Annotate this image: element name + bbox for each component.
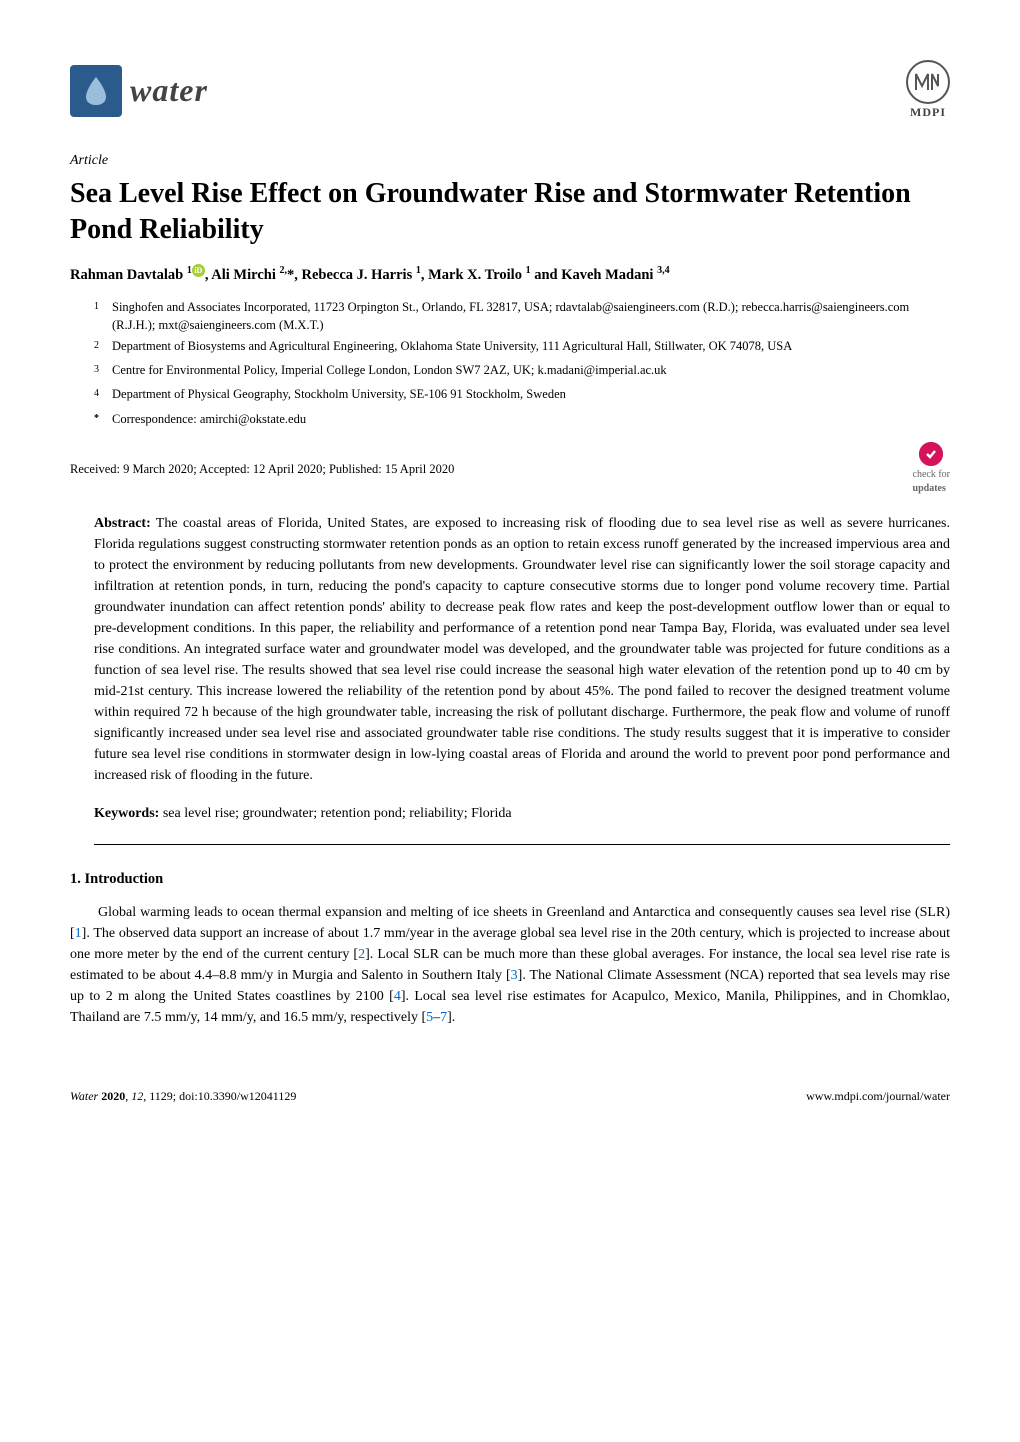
- page-header: water MDPI: [70, 60, 950, 121]
- journal-name: water: [130, 67, 208, 113]
- check-updates-badge[interactable]: check forupdates: [913, 442, 950, 497]
- affiliation-item: 2 Department of Biosystems and Agricultu…: [94, 337, 950, 359]
- keywords-label: Keywords:: [94, 806, 159, 821]
- authors: Rahman Davtalab 1iD, Ali Mirchi 2,*, Reb…: [70, 264, 950, 286]
- affiliation-item: 4 Department of Physical Geography, Stoc…: [94, 385, 950, 407]
- publisher-logo: MDPI: [906, 60, 950, 121]
- check-updates-icon: [919, 442, 943, 466]
- section-divider: [94, 844, 950, 845]
- check-updates-label: check forupdates: [913, 468, 950, 497]
- keywords: Keywords: sea level rise; groundwater; r…: [94, 804, 950, 824]
- affiliation-item: 3 Centre for Environmental Policy, Imper…: [94, 361, 950, 383]
- water-drop-icon: [70, 65, 122, 117]
- affiliation-text: Department of Biosystems and Agricultura…: [112, 337, 950, 359]
- body-paragraph: Global warming leads to ocean thermal ex…: [70, 902, 950, 1028]
- dates-row: Received: 9 March 2020; Accepted: 12 Apr…: [70, 442, 950, 497]
- affiliations: 1 Singhofen and Associates Incorporated,…: [94, 298, 950, 427]
- abstract: Abstract: The coastal areas of Florida, …: [94, 513, 950, 786]
- affiliation-num: *: [94, 410, 112, 428]
- affiliation-num: 4: [94, 385, 112, 407]
- affiliation-num: 3: [94, 361, 112, 383]
- affiliation-num: 2: [94, 337, 112, 359]
- affiliation-item: * Correspondence: amirchi@okstate.edu: [94, 410, 950, 428]
- abstract-text: The coastal areas of Florida, United Sta…: [94, 516, 950, 783]
- abstract-label: Abstract:: [94, 516, 151, 531]
- article-title: Sea Level Rise Effect on Groundwater Ris…: [70, 176, 950, 249]
- article-type: Article: [70, 151, 950, 171]
- publication-dates: Received: 9 March 2020; Accepted: 12 Apr…: [70, 460, 454, 478]
- affiliation-text: Correspondence: amirchi@okstate.edu: [112, 410, 950, 428]
- affiliation-item: 1 Singhofen and Associates Incorporated,…: [94, 298, 950, 334]
- footer-citation: Water 2020, 12, 1129; doi:10.3390/w12041…: [70, 1088, 296, 1105]
- affiliation-text: Singhofen and Associates Incorporated, 1…: [112, 298, 950, 334]
- affiliation-text: Centre for Environmental Policy, Imperia…: [112, 361, 950, 383]
- footer-url: www.mdpi.com/journal/water: [806, 1088, 950, 1105]
- affiliation-num: 1: [94, 298, 112, 334]
- journal-logo: water: [70, 65, 208, 117]
- affiliation-text: Department of Physical Geography, Stockh…: [112, 385, 950, 407]
- section-heading: 1. Introduction: [70, 869, 950, 890]
- publisher-name: MDPI: [910, 104, 946, 121]
- page-footer: Water 2020, 12, 1129; doi:10.3390/w12041…: [70, 1088, 950, 1105]
- keywords-text: sea level rise; groundwater; retention p…: [159, 806, 511, 821]
- mdpi-icon: [906, 60, 950, 104]
